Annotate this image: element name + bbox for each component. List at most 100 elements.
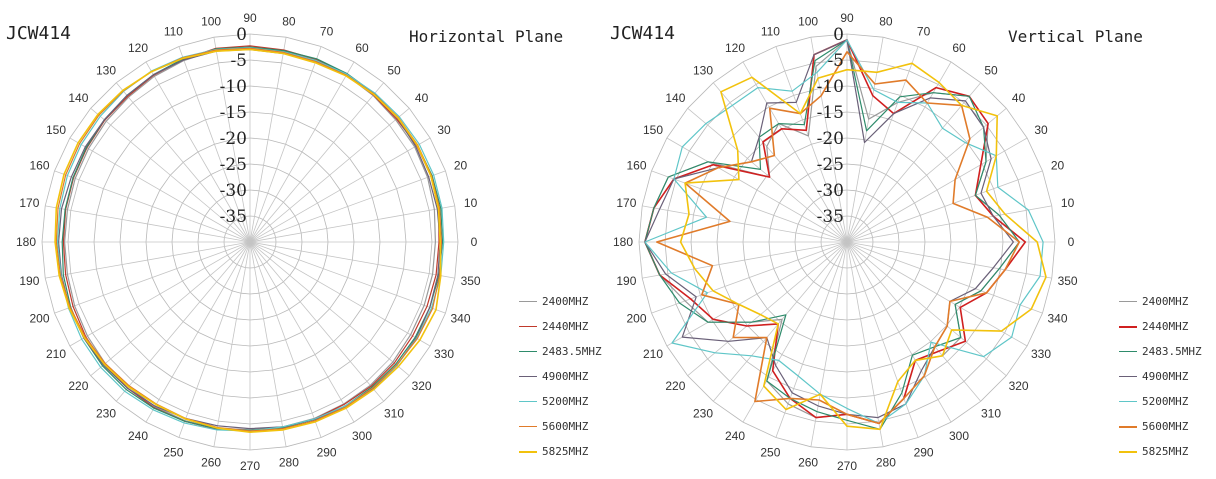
radial-tick-label: -15 — [817, 103, 844, 123]
legend-swatch — [519, 426, 537, 427]
angle-tick-label: 80 — [879, 14, 893, 28]
grid-spoke — [249, 37, 287, 243]
radial-tick-label: -30 — [817, 181, 844, 201]
model-label: JCW414 — [610, 23, 676, 44]
grid-spoke — [846, 241, 1007, 377]
legend-swatch — [519, 326, 537, 327]
angle-tick-label: 130 — [693, 63, 713, 77]
grid-spoke — [775, 46, 848, 243]
grid-spoke — [742, 61, 848, 243]
chart-title: Vertical Plane — [1008, 27, 1143, 46]
angle-tick-label: 60 — [952, 41, 966, 55]
angle-tick-label: 100 — [798, 14, 818, 28]
angle-tick-label: 270 — [837, 459, 857, 473]
angle-tick-label: 170 — [616, 196, 636, 210]
angle-tick-label: 150 — [46, 123, 66, 137]
angle-tick-label: 130 — [96, 63, 116, 77]
legend-item: 5825MHZ — [1119, 439, 1202, 464]
angle-tick-label: 180 — [16, 235, 36, 249]
grid-spoke — [712, 241, 848, 402]
grid-spoke — [846, 170, 1043, 243]
angle-tick-label: 120 — [725, 41, 745, 55]
grid-spoke — [115, 82, 251, 243]
polar-grid — [41, 33, 459, 451]
grid-spoke — [249, 107, 410, 243]
grid-spoke — [810, 241, 848, 447]
model-label: JCW414 — [6, 23, 72, 44]
grid-spoke — [45, 205, 251, 243]
grid-spoke — [249, 170, 446, 243]
legend-label: 2483.5MHZ — [542, 345, 602, 358]
legend-label: 4900MHZ — [1142, 370, 1189, 383]
legend-item: 5600MHZ — [519, 414, 602, 439]
grid-spoke — [213, 241, 251, 447]
radial-tick-label: -35 — [220, 207, 247, 227]
legend-item: 2440MHZ — [1119, 314, 1202, 339]
legend-label: 5825MHZ — [1142, 445, 1189, 458]
legend: 2400MHZ 2440MHZ 2483.5MHZ 4900MHZ 5200MHZ 560… — [519, 289, 602, 464]
radial-tick-label: -20 — [220, 129, 247, 149]
legend-item: 2483.5MHZ — [1119, 339, 1202, 364]
angle-tick-label: 190 — [616, 274, 636, 288]
grid-spoke — [213, 37, 251, 243]
angle-tick-label: 50 — [984, 63, 998, 77]
angle-tick-label: 320 — [412, 379, 432, 393]
grid-spoke — [651, 170, 848, 243]
radial-tick-label: -20 — [817, 129, 844, 149]
legend-swatch — [519, 351, 537, 352]
angle-tick-label: 270 — [240, 459, 260, 473]
legend-swatch — [1119, 425, 1137, 428]
angle-tick-label: 0 — [471, 235, 478, 249]
legend-label: 5200MHZ — [1142, 395, 1189, 408]
angle-tick-label: 350 — [1058, 274, 1078, 288]
angle-tick-label: 300 — [352, 429, 372, 443]
legend-item: 4900MHZ — [1119, 364, 1202, 389]
series-line — [56, 47, 445, 432]
angle-tick-label: 290 — [914, 446, 934, 460]
grid-spoke — [145, 61, 251, 243]
radial-tick-label: -5 — [230, 51, 247, 71]
series-line — [679, 62, 1047, 431]
grid-spoke — [249, 137, 431, 243]
series-line — [54, 48, 442, 434]
angle-tick-label: 160 — [626, 158, 646, 172]
legend-swatch — [1119, 401, 1137, 402]
angle-tick-label: 310 — [981, 407, 1001, 421]
grid-spoke — [249, 205, 455, 243]
grid-spoke — [846, 107, 1007, 243]
angle-tick-label: 220 — [68, 379, 88, 393]
series-line — [655, 50, 1021, 425]
series-group — [54, 45, 445, 434]
grid-spoke — [90, 241, 251, 377]
angle-tick-label: 200 — [626, 312, 646, 326]
radial-tick-label: -35 — [817, 207, 844, 227]
legend-swatch — [1119, 325, 1137, 328]
angle-tick-label: 140 — [665, 91, 685, 105]
grid-spoke — [178, 46, 251, 243]
grid-spoke — [846, 241, 919, 438]
grid-spoke — [651, 241, 848, 314]
angle-tick-label: 40 — [1012, 91, 1026, 105]
angle-tick-label: 340 — [1047, 312, 1067, 326]
legend-label: 4900MHZ — [542, 370, 589, 383]
angle-tick-label: 200 — [29, 312, 49, 326]
angle-tick-label: 250 — [760, 446, 780, 460]
angle-tick-label: 210 — [46, 347, 66, 361]
radial-tick-label: -10 — [817, 77, 844, 97]
angle-tick-label: 100 — [201, 14, 221, 28]
legend-item: 4900MHZ — [519, 364, 602, 389]
angle-tick-label: 70 — [320, 25, 334, 39]
legend-swatch — [519, 301, 537, 302]
vertical-plane-radar: 0 10 20 30 40 50 60 70 80 90 100 110 120 130 140 150 160… — [613, 11, 1078, 473]
grid-spoke — [45, 241, 251, 279]
grid-spoke — [666, 241, 848, 347]
legend-swatch — [1119, 376, 1137, 377]
grid-spoke — [846, 241, 884, 447]
angle-tick-label: 220 — [665, 379, 685, 393]
angle-tick-label: 250 — [163, 446, 183, 460]
angle-tick-label: 290 — [317, 446, 337, 460]
grid-spoke — [54, 241, 251, 314]
grid-spoke — [69, 241, 251, 347]
legend-label: 2483.5MHZ — [1142, 345, 1202, 358]
angle-tick-label: 230 — [96, 407, 116, 421]
